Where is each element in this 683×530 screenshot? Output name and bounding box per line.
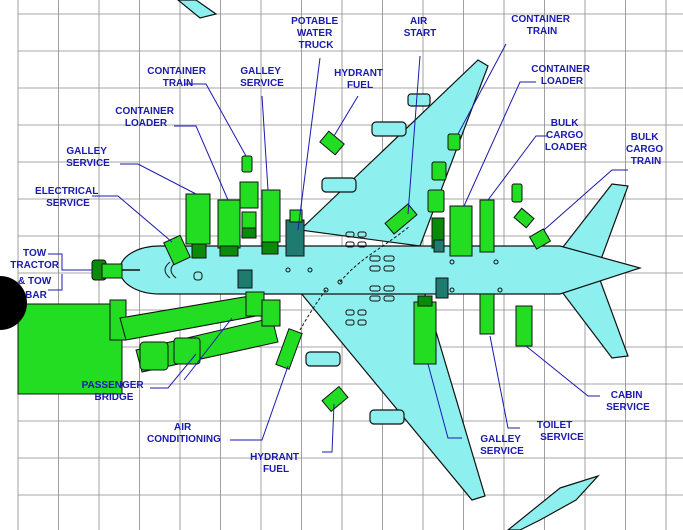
labels: POTABLE WATER TRUCK AIR START CONTAINER … xyxy=(10,14,666,475)
engine-upper-mid xyxy=(407,93,431,107)
passenger-bridge xyxy=(17,291,281,395)
engine-upper-outer xyxy=(371,121,407,137)
label-galley-service-top: GALLEY SERVICE xyxy=(240,66,284,89)
edge-marker xyxy=(0,276,27,330)
leader-lines xyxy=(48,43,628,453)
engine-lower-inner xyxy=(305,351,341,367)
label-hydrant-fuel-top: HYDRANT FUEL xyxy=(334,68,386,91)
label-toilet-service: TOILET SERVICE xyxy=(537,420,584,443)
label-container-loader-left: CONTAINER LOADER xyxy=(115,106,176,129)
engine-lower-outer xyxy=(369,409,405,425)
label-air-start: AIR START xyxy=(404,16,437,39)
engine-upper-inner xyxy=(321,177,357,193)
terminal-building xyxy=(17,303,123,395)
aircraft xyxy=(119,59,643,501)
label-bulk-cargo-train: BULK CARGO TRAIN xyxy=(626,132,666,167)
label-air-conditioning: AIR CONDITIONING xyxy=(147,422,221,445)
label-tow-tractor: TOW TRACTOR & TOW BAR xyxy=(10,248,61,301)
tow-tractor xyxy=(91,259,140,281)
upper-wing-fragment xyxy=(177,0,218,19)
label-bulk-cargo-loader: BULK CARGO LOADER xyxy=(545,118,588,153)
fuselage-doors xyxy=(193,231,503,326)
label-electrical-service: ELECTRICAL SERVICE xyxy=(35,186,101,209)
label-galley-service-bottom: GALLEY SERVICE xyxy=(480,434,524,457)
label-cabin-service: CABIN SERVICE xyxy=(606,390,650,413)
service-vehicles xyxy=(163,130,552,413)
label-container-train-top: CONTAINER TRAIN xyxy=(511,14,572,37)
label-galley-service-left: GALLEY SERVICE xyxy=(66,146,110,169)
aircraft-upper-wing xyxy=(298,59,489,247)
label-container-train-left: CONTAINER TRAIN xyxy=(147,66,208,89)
label-container-loader-right: CONTAINER LOADER xyxy=(531,64,592,87)
lower-wing-fragment xyxy=(507,474,600,530)
label-potable-water-truck: POTABLE WATER TRUCK xyxy=(291,16,341,51)
label-passenger-bridge: PASSENGER BRIDGE xyxy=(82,380,147,403)
aircraft-lower-wing xyxy=(298,277,486,501)
label-hydrant-fuel-bottom: HYDRANT FUEL xyxy=(250,452,302,475)
